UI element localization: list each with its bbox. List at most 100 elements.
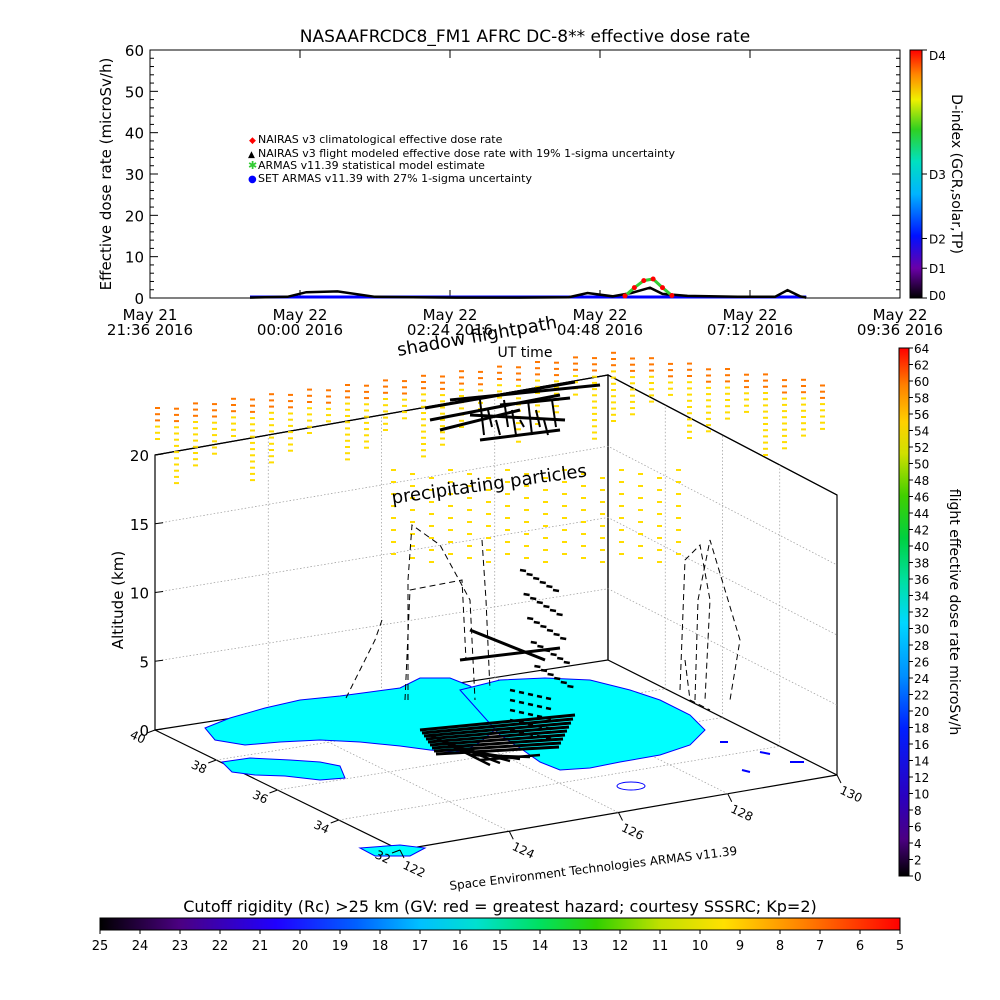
ground-track: [545, 736, 552, 741]
legend-label-nairas-climatological: NAIRAS v3 climatological effective dose …: [258, 133, 503, 146]
top-right-edge: [607, 374, 838, 496]
lat-tick-mark: [330, 819, 339, 824]
ground-track: [509, 698, 516, 703]
altitude-track-dash: [526, 616, 534, 621]
altitude-track-dash: [539, 580, 547, 585]
south-island-coast: [358, 844, 427, 857]
ground-track: [527, 712, 534, 717]
d-index-tick-label: D0: [929, 289, 946, 303]
altitude-track-dash: [547, 672, 554, 677]
legend-label-nairas-flight: NAIRAS v3 flight modeled effective dose …: [258, 147, 675, 160]
shadow-track: [535, 409, 541, 428]
lat-tick-label: 38: [189, 758, 209, 777]
dose-rate-tick-label: 50: [914, 458, 929, 472]
cutoff-rigidity-tick-label: 23: [172, 939, 189, 954]
lon-tick-mark: [618, 812, 623, 821]
altitude-track-dash: [553, 632, 560, 637]
y-tick-label: 60: [125, 42, 144, 60]
ground-track: [536, 704, 543, 709]
legend-label-armas-statistical: ARMAS v11.39 statistical model estimate: [258, 159, 485, 172]
cutoff-rigidity-tick-label: 7: [816, 939, 824, 954]
ground-track: [435, 745, 560, 756]
x-tick-label-date: May 22: [723, 306, 778, 324]
legend: ◆ NAIRAS v3 climatological effective dos…: [248, 133, 675, 185]
ground-track: [509, 728, 516, 733]
dose-rate-tick-label: 36: [914, 573, 929, 587]
ground-track: [429, 733, 566, 747]
x-tick-label-time: 00:00 2016: [257, 321, 343, 339]
lon-tick-mark: [508, 831, 514, 840]
chart-title: NASAAFRCDC8_FM1 AFRC DC-8** effective do…: [300, 27, 750, 47]
ground-track: [425, 725, 570, 741]
altitude-profile: [694, 539, 741, 701]
d-index-ticks: D0 D1 D2 D3 D4: [922, 49, 946, 303]
altitude-gridline: [154, 588, 838, 706]
cutoff-rigidity-tick-label: 10: [692, 939, 709, 954]
d-index-tick-label: D2: [929, 232, 946, 246]
y-axis-label: Effective dose rate (microSv/h): [97, 58, 115, 291]
lon-tick-label: 126: [619, 821, 646, 843]
dose-rate-tick-label: 8: [914, 804, 922, 818]
lat-tick-label: 32: [373, 848, 393, 867]
dose-rate-tick-label: 48: [914, 474, 929, 488]
shadow-track: [503, 399, 509, 428]
d-index-tick-label: D4: [929, 49, 946, 63]
z-tick-label: 10: [130, 585, 149, 603]
cutoff-rigidity-tick-label: 20: [292, 939, 309, 954]
dose-rate-tick-label: 26: [914, 656, 929, 670]
ground-track: [527, 702, 534, 707]
shadow-track: [543, 419, 549, 436]
cutoff-rigidity-colorbar: [99, 917, 901, 931]
x-tick-label-date: May 21: [123, 306, 178, 324]
shadow-track: [527, 399, 533, 436]
ground-track: [518, 710, 525, 715]
dose-rate-tick-label: 20: [914, 705, 929, 719]
z-tick-label: 20: [130, 447, 149, 465]
floor-gridline: [338, 745, 780, 821]
y-axis: 0 10 20 30 40 50 60: [125, 42, 900, 308]
altitude-track-dash: [549, 608, 557, 613]
cutoff-rigidity-label: Cutoff rigidity (Rc) >25 km (GV: red = g…: [183, 897, 817, 916]
dose-rate-tick-label: 22: [914, 689, 929, 703]
dose-rate-tick-label: 38: [914, 557, 929, 571]
3d-box: [154, 374, 838, 851]
altitude-track-dash: [546, 584, 553, 589]
dose-rate-tick-label: 42: [914, 524, 929, 538]
ground-track: [479, 753, 541, 762]
legend-marker-armas-statistical: ✱: [248, 159, 257, 172]
dose-rate-tick-label: 18: [914, 722, 929, 736]
y-tick-label: 20: [125, 207, 144, 225]
altitude-track-dash: [536, 600, 544, 605]
dose-rate-tick-label: 2: [914, 854, 922, 868]
landmass: [204, 677, 804, 857]
lat-tick-mark: [269, 789, 278, 794]
lon-tick-label: 122: [401, 858, 428, 880]
series-armas-point: [669, 293, 675, 299]
dose-rate-tick-label: 4: [914, 837, 922, 851]
altitude-track-dash: [546, 628, 554, 633]
altitude-track-dash: [556, 656, 564, 661]
lat-tick-label: 36: [250, 788, 270, 807]
lon-tick-label: 128: [728, 802, 755, 824]
shadow-track: [469, 413, 566, 422]
lat-tick-label: 34: [312, 818, 332, 837]
series-nairas-flight-line: [249, 286, 807, 299]
cutoff-rigidity-tick-label: 9: [736, 939, 744, 954]
dose-rate-tick-label: 14: [914, 755, 929, 769]
cutoff-rigidity-tick-label: 13: [572, 939, 589, 954]
ground-track: [509, 718, 516, 723]
dose-rate-tick-label: 16: [914, 738, 929, 752]
cutoff-rigidity-tick-label: 21: [252, 939, 269, 954]
series-armas-point: [641, 278, 647, 284]
dose-rate-tick-label: 12: [914, 771, 929, 785]
legend-label-set-armas: SET ARMAS v11.39 with 27% 1-sigma uncert…: [258, 172, 532, 185]
cutoff-rigidity-tick-label: 6: [856, 939, 864, 954]
dose-rate-colorbar: [898, 347, 910, 877]
x-tick-label-time: 07:12 2016: [707, 321, 793, 339]
dose-rate-tick-label: 32: [914, 606, 929, 620]
cutoff-rigidity-tick-label: 22: [212, 939, 229, 954]
series-armas-point: [650, 276, 656, 282]
dose-rate-tick-label: 24: [914, 672, 929, 686]
y-tick-label: 0: [134, 290, 144, 308]
